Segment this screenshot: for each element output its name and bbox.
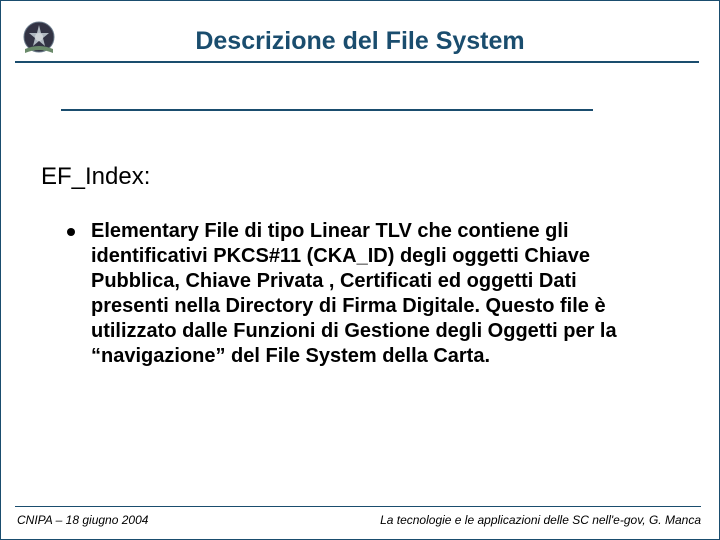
footer-left: CNIPA – 18 giugno 2004 xyxy=(17,513,148,527)
footer-rule xyxy=(15,506,701,507)
bullet-icon xyxy=(67,228,75,236)
title-rule-top xyxy=(15,61,699,63)
footer-right: La tecnologie e le applicazioni delle SC… xyxy=(380,513,701,527)
emblem-logo xyxy=(21,19,57,55)
body-text: Elementary File di tipo Linear TLV che c… xyxy=(91,219,629,369)
title-rule-bottom xyxy=(61,109,593,111)
page-title: Descrizione del File System xyxy=(1,1,719,56)
section-heading: EF_Index: xyxy=(41,163,150,191)
list-item: Elementary File di tipo Linear TLV che c… xyxy=(67,219,629,369)
slide: Descrizione del File System EF_Index: El… xyxy=(0,0,720,540)
body-block: Elementary File di tipo Linear TLV che c… xyxy=(67,219,629,369)
